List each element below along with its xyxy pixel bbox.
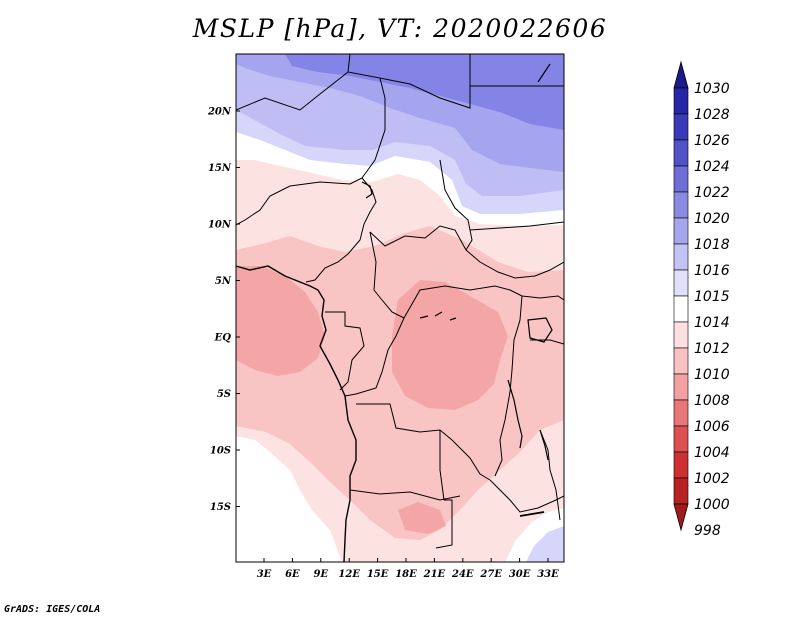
atlantic-coastline <box>236 265 357 562</box>
lon-label: 27E <box>479 569 502 580</box>
lon-label: 3E <box>257 569 272 580</box>
colorbar-swatch <box>673 477 689 505</box>
colorbar-label: 1015 <box>694 289 730 305</box>
chad-car-border <box>369 225 467 251</box>
uganda-kenya-border <box>521 295 564 301</box>
lon-label: 18E <box>395 569 417 580</box>
lon-label: 15E <box>367 569 389 580</box>
algeria-niger-border <box>236 71 349 111</box>
angola-zambia-border <box>439 430 445 501</box>
colorbar-label: 1022 <box>694 185 730 201</box>
lat-label: 5N <box>215 276 232 287</box>
lake-malawi <box>539 429 549 461</box>
colorbar-swatch <box>673 217 689 245</box>
latitude-axis: 20N 15N 10N 5N EQ 5S 10S 15S <box>207 107 240 513</box>
lon-label: 6E <box>285 569 300 580</box>
colorbar-label: 1018 <box>694 237 730 253</box>
lat-label: 15S <box>210 502 231 513</box>
colorbar-swatch <box>673 165 689 193</box>
congo-drc-border <box>344 317 405 397</box>
colorbar-swatch <box>673 321 689 349</box>
red-sea-coastline <box>537 63 551 83</box>
colorbar-label: 1010 <box>694 367 730 383</box>
grads-credit: GrADS: IGES/COLA <box>4 604 101 615</box>
angola-namibia-border <box>349 489 461 501</box>
lon-label: 21E <box>423 569 446 580</box>
colorbar-label: 1000 <box>694 497 730 513</box>
egypt-libya-border <box>379 54 471 109</box>
chad-sudan-border <box>439 159 473 251</box>
lat-label: 10N <box>208 220 232 231</box>
colorbar-swatch <box>673 373 689 401</box>
lon-label: 12E <box>338 569 360 580</box>
nigeria-cameroon-border <box>305 177 377 283</box>
colorbar-label: 1006 <box>694 419 730 435</box>
lake-tanganyika <box>507 379 523 449</box>
lake-kariba <box>519 511 545 517</box>
lon-label: 33E <box>537 569 559 580</box>
colorbar: 1030 1028 1026 1024 1022 1020 1018 1016 1015 1014… <box>673 60 730 539</box>
gabon-congo-border <box>325 311 365 391</box>
colorbar-label: 1020 <box>694 211 730 227</box>
field-1008-south-region <box>398 502 446 534</box>
field-1014-south-region <box>236 436 342 562</box>
colorbar-label: 1014 <box>694 315 730 331</box>
colorbar-swatch <box>673 87 689 115</box>
lon-label: 24E <box>451 569 474 580</box>
colorbar-swatch <box>673 243 689 271</box>
colorbar-swatch <box>673 191 689 219</box>
map-frame <box>235 53 565 563</box>
colorbar-top-triangle <box>673 60 689 89</box>
lake-victoria <box>527 317 553 343</box>
mozambique-malawi-border <box>539 429 561 521</box>
congo-river-lakes <box>419 311 457 321</box>
drc-east-border <box>494 295 523 477</box>
colorbar-swatch <box>673 113 689 141</box>
lat-label: 20N <box>207 107 232 118</box>
niger-chad-border <box>236 177 363 226</box>
lat-label: 5S <box>217 389 231 400</box>
colorbar-label: 998 <box>694 523 721 539</box>
colorbar-label: 1030 <box>694 81 730 97</box>
colorbar-label: 1026 <box>694 133 730 149</box>
colorbar-label: 1016 <box>694 263 730 279</box>
colorbar-label: 1008 <box>694 393 730 409</box>
colorbar-label: 1004 <box>694 445 730 461</box>
lon-label: 30E <box>509 569 531 580</box>
field-1008-central-region <box>392 280 508 410</box>
chart-title: MSLP [hPa], VT: 2020022606 <box>192 14 608 43</box>
field-1014-region <box>236 132 564 226</box>
longitude-axis: 3E 6E 9E 12E 15E 18E 21E 24E 27E 30E 33E <box>257 558 559 580</box>
field-1008-west-region <box>236 266 325 376</box>
colorbar-swatch <box>673 347 689 375</box>
south-sudan-border <box>465 249 564 279</box>
colorbar-swatch <box>673 269 689 297</box>
colorbar-label: 1002 <box>694 471 730 487</box>
lat-label: 15N <box>208 163 232 174</box>
namibia-botswana-border <box>435 499 453 549</box>
sudan-south-sudan-border <box>469 221 564 231</box>
pressure-field <box>236 54 564 562</box>
lon-label: 9E <box>314 569 329 580</box>
lake-chad <box>361 181 373 199</box>
colorbar-label: 1012 <box>694 341 730 357</box>
colorbar-swatch <box>673 139 689 167</box>
country-borders <box>236 54 564 562</box>
field-1016-southeast-region <box>526 526 564 562</box>
car-drc-border <box>403 285 523 319</box>
colorbar-swatch <box>673 295 689 323</box>
cameroon-car-border <box>369 231 405 319</box>
colorbar-label: 1028 <box>694 107 730 123</box>
colorbar-bottom-triangle <box>673 503 689 532</box>
lat-label: 10S <box>210 446 231 457</box>
colorbar-swatch <box>673 425 689 453</box>
lat-label: EQ <box>214 333 232 344</box>
colorbar-label: 1024 <box>694 159 730 175</box>
colorbar-swatch <box>673 399 689 427</box>
colorbar-swatch <box>673 451 689 479</box>
